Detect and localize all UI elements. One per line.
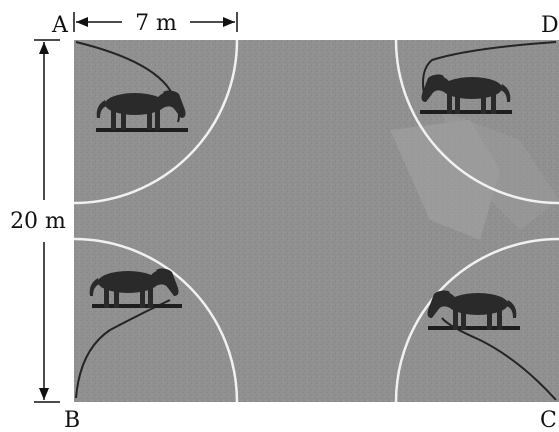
height-label: 20 m — [10, 209, 66, 234]
height-dimension: 20 m — [10, 39, 66, 403]
grazing-arc-b — [74, 237, 239, 402]
corner-label-a: A — [51, 13, 69, 38]
width-label: 7 m — [135, 11, 177, 36]
ground-shadow — [92, 304, 182, 308]
corner-label-d: D — [541, 13, 559, 38]
rope-b — [75, 299, 171, 399]
ground-shadow — [96, 128, 188, 132]
rope-c — [441, 317, 557, 401]
horse-d — [420, 74, 512, 114]
rope-d — [422, 41, 557, 95]
horse-a — [96, 90, 188, 132]
grazing-arc-c — [394, 237, 559, 402]
grazing-arc-a — [74, 40, 239, 205]
grazing-arc-d — [394, 40, 559, 205]
corner-label-c: C — [540, 408, 557, 432]
corner-label-b: B — [64, 408, 80, 432]
ground-shadow — [428, 326, 520, 330]
field-rectangle — [74, 40, 559, 402]
width-dimension: 7 m — [73, 11, 238, 36]
horse-c — [427, 290, 520, 330]
horse-b — [89, 268, 182, 308]
ground-shadow — [420, 110, 512, 114]
